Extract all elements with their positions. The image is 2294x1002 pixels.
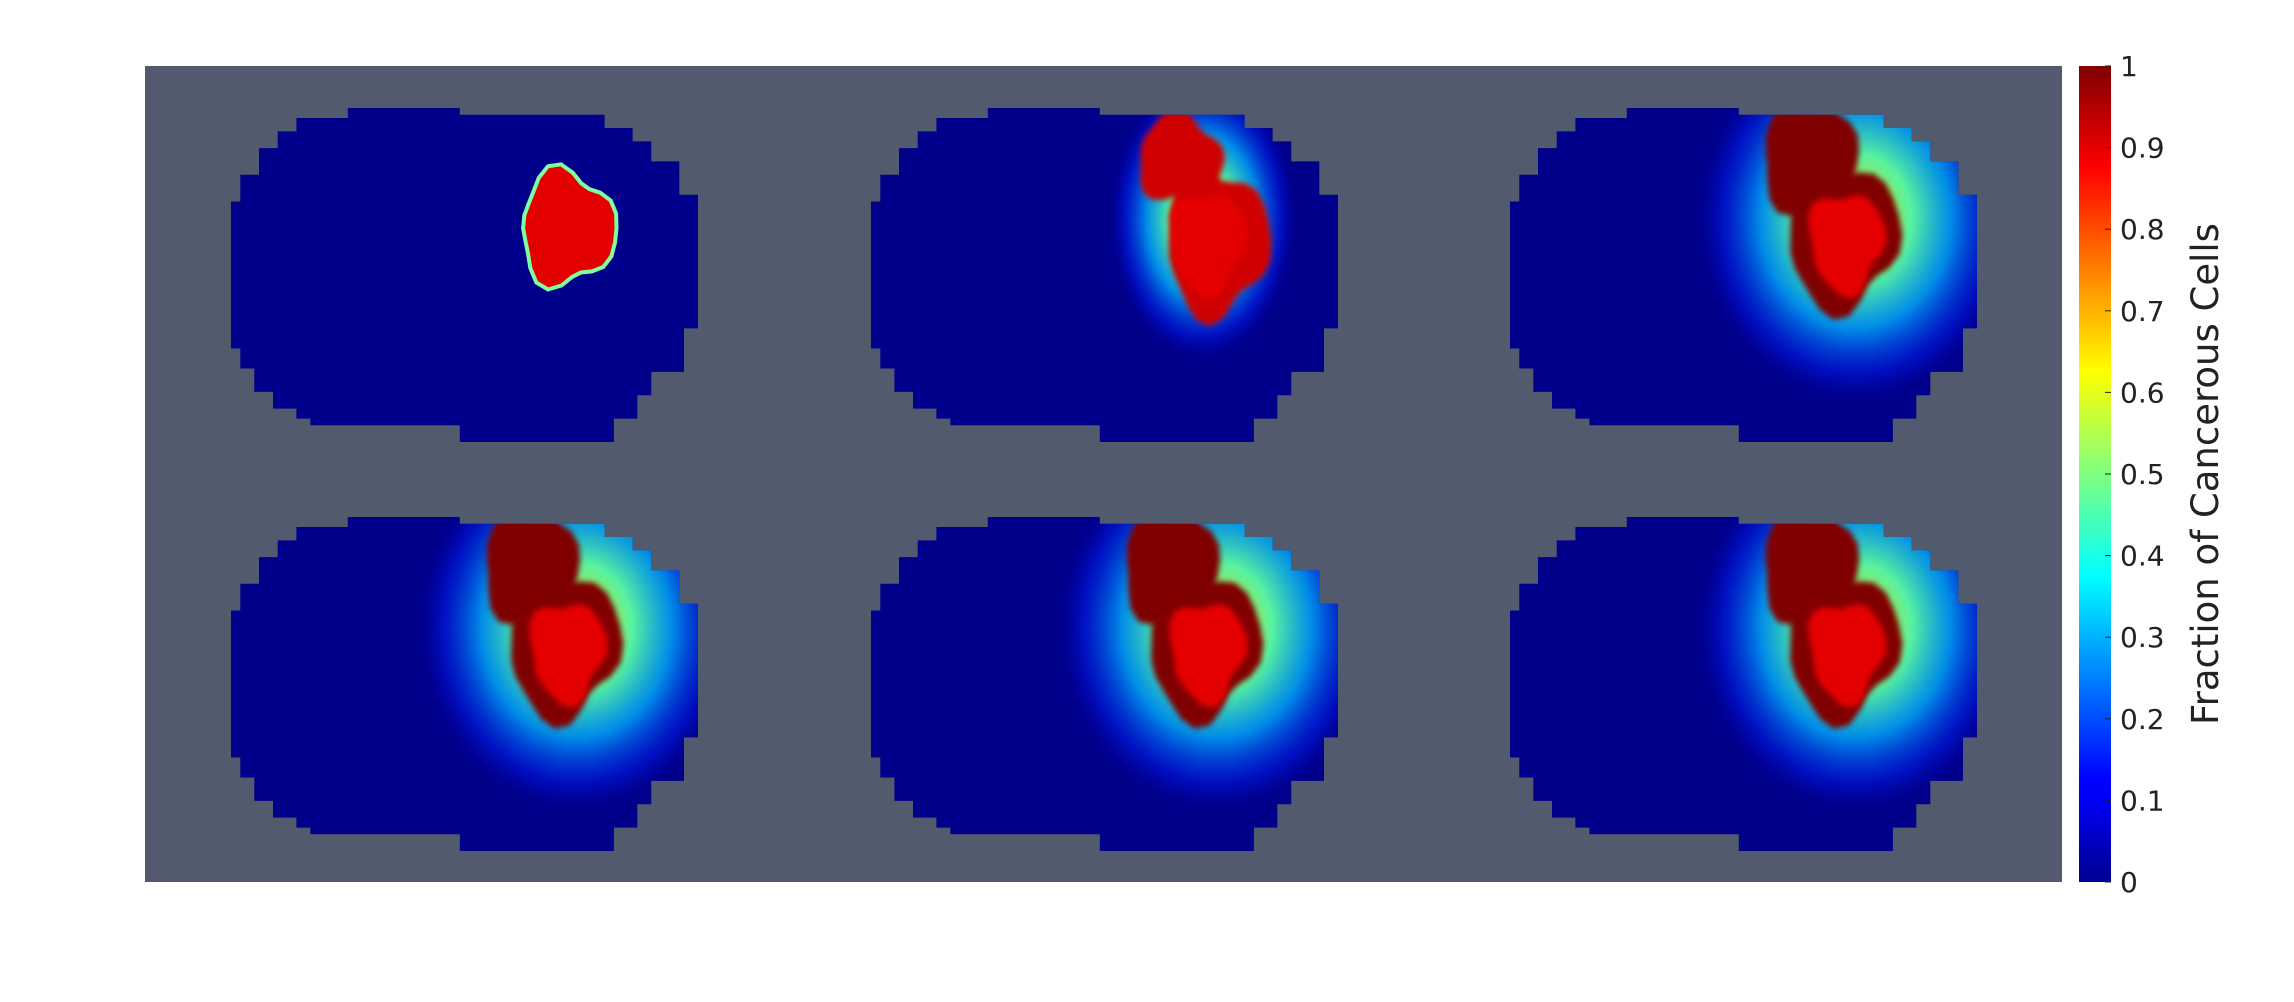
colorbar-tick-label: 0.4 xyxy=(2120,540,2165,573)
colorbar-tick-label: 0.1 xyxy=(2120,784,2165,817)
tumor-region xyxy=(521,162,619,292)
heatmap-panel-3 xyxy=(1510,108,1977,442)
tumor-core xyxy=(1169,603,1248,709)
colorbar-tick-label: 0 xyxy=(2120,866,2138,899)
colorbar-tick-label: 0.6 xyxy=(2120,376,2165,409)
colorbar-tick-label: 0.7 xyxy=(2120,295,2165,328)
heatmap-panel-4 xyxy=(231,517,698,851)
heatmap-panel-2 xyxy=(871,108,1338,442)
colorbar-tick-label: 0.9 xyxy=(2120,132,2165,165)
domain-region xyxy=(231,108,698,442)
tumor-core xyxy=(1169,194,1248,300)
tumor-core xyxy=(1808,603,1887,709)
colorbar-tick-label: 0.8 xyxy=(2120,213,2165,246)
colorbar-ticks: 0 0.1 0.2 0.3 0.4 0.5 0.6 0.7 0.8 0.9 1 xyxy=(2105,50,2165,899)
tumor-core xyxy=(1808,194,1887,300)
colorbar-tick-label: 0.3 xyxy=(2120,621,2165,654)
tumor-core xyxy=(529,603,608,709)
colorbar: 0 0.1 0.2 0.3 0.4 0.5 0.6 0.7 0.8 0.9 1 Fraction o… xyxy=(2079,50,2227,899)
colorbar-tick-label: 0.2 xyxy=(2120,703,2165,736)
colorbar-label: Fraction of Cancerous Cells xyxy=(2184,223,2227,725)
colorbar-tick-label: 1 xyxy=(2120,50,2138,83)
colorbar-tick-label: 0.5 xyxy=(2120,458,2165,491)
heatmap-panel-1 xyxy=(231,108,698,442)
